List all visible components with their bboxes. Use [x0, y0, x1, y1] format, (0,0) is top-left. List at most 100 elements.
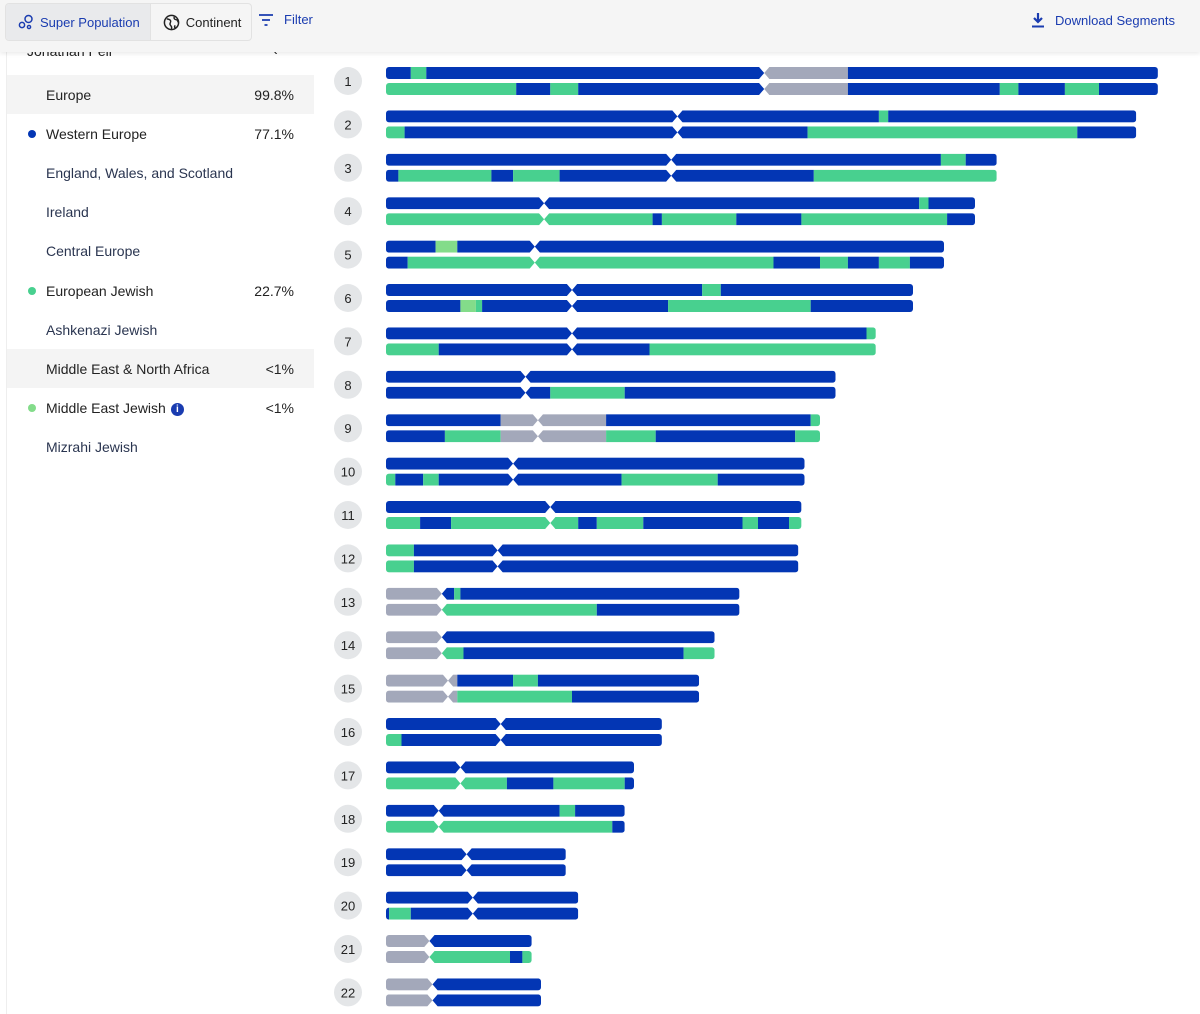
strand-1	[386, 240, 944, 253]
chromosome-17[interactable]: 17	[334, 760, 634, 791]
chromosome-14[interactable]: 14	[334, 630, 715, 661]
centromere-notch	[423, 941, 436, 948]
centromere-notch	[426, 1000, 439, 1008]
chromosome-6[interactable]: 6	[334, 283, 913, 313]
strand-2	[386, 386, 836, 399]
ancestry-row[interactable]: Ireland	[7, 193, 314, 232]
segment-western-europe	[438, 473, 622, 486]
centromere-notch	[566, 326, 578, 334]
chromosome-2[interactable]: 2	[334, 109, 1137, 140]
chromosome-8[interactable]: 8	[334, 369, 836, 400]
centromere-notch	[538, 212, 551, 220]
chromosome-number: 11	[341, 508, 355, 523]
segment-western-europe	[441, 631, 715, 644]
centromere-notch	[528, 262, 541, 270]
segment-western-europe	[386, 430, 445, 443]
chromosome-number: 14	[341, 638, 355, 653]
segment-unassigned	[386, 935, 430, 947]
segment-european-jewish	[668, 300, 811, 312]
segment-european-jewish	[1064, 83, 1099, 95]
ancestry-row[interactable]: Ashkenazi Jewish	[7, 310, 314, 349]
centromere-notch	[671, 109, 684, 117]
centromere-notch	[531, 413, 544, 421]
chromosome-7[interactable]: 7	[334, 326, 876, 357]
segment-western-europe	[736, 213, 802, 226]
strand-1	[386, 804, 625, 817]
segment-unassigned	[386, 674, 458, 687]
chromosome-21[interactable]: 21	[334, 934, 532, 964]
chromosome-18[interactable]: 18	[334, 803, 625, 834]
filter-button[interactable]: Filter	[258, 12, 313, 27]
centromere-notch	[454, 767, 467, 775]
segment-western-europe	[1099, 83, 1158, 95]
centromere-notch	[507, 463, 520, 471]
centromere-notch	[466, 906, 479, 914]
ancestry-row[interactable]: Central Europe	[7, 232, 314, 271]
strand-2	[386, 907, 579, 920]
segment-european-jewish	[386, 83, 517, 95]
segment-european-jewish	[810, 414, 820, 427]
segment-western-europe	[404, 126, 808, 139]
centromere-notch	[435, 602, 448, 610]
ancestry-row[interactable]: Western Europe 77.1%	[7, 114, 314, 153]
ancestry-row[interactable]: Middle East Jewish i <1%	[7, 389, 314, 428]
segment-european-jewish	[621, 473, 718, 486]
strand-2	[386, 300, 913, 312]
segment-european-jewish	[457, 690, 572, 703]
ancestry-label-text: Central Europe	[46, 243, 141, 260]
segment-western-europe	[965, 153, 997, 166]
centromere-notch	[528, 239, 541, 247]
info-icon[interactable]: i	[170, 403, 184, 417]
segment-western-europe	[457, 674, 514, 687]
chromosome-1[interactable]: 1	[334, 66, 1158, 96]
ancestry-row[interactable]: Europe 99.8%	[7, 75, 314, 114]
chromosome-3[interactable]: 3	[334, 152, 997, 183]
chromosome-19[interactable]: 19	[334, 847, 566, 878]
segment-western-europe	[491, 169, 514, 182]
segment-unassigned	[386, 631, 442, 644]
ancestry-row[interactable]: Mizrahi Jewish	[7, 428, 314, 467]
segment-western-europe	[386, 761, 634, 774]
chromosome-5[interactable]: 5	[334, 239, 944, 270]
centromere-notch	[758, 73, 771, 80]
ancestry-percent: 22.7%	[254, 282, 294, 299]
segment-european-jewish	[451, 517, 579, 529]
strand-1	[386, 327, 876, 340]
chromosome-number-badge	[334, 197, 362, 226]
segment-european-jewish	[683, 647, 715, 660]
ancestry-row[interactable]: Middle East & North Africa <1%	[7, 349, 314, 389]
chromosome-16[interactable]: 16	[334, 717, 662, 747]
chromosome-9[interactable]: 9	[334, 413, 820, 444]
ancestry-row[interactable]: England, Wales, and Scotland	[7, 153, 314, 192]
chromosome-10[interactable]: 10	[334, 456, 805, 487]
centromere-notch	[566, 299, 578, 306]
chromosome-4[interactable]: 4	[334, 196, 975, 227]
chromosome-number-badge	[334, 848, 362, 877]
chromosome-11[interactable]: 11	[334, 500, 802, 530]
segment-european-jewish	[807, 126, 1078, 139]
centromere-notch	[426, 984, 439, 992]
ancestry-row[interactable]: European Jewish 22.7%	[7, 271, 314, 310]
chromosome-20[interactable]: 20	[334, 890, 579, 921]
strand-2	[386, 256, 944, 269]
strand-1	[386, 935, 532, 947]
chromosome-22[interactable]: 22	[334, 977, 541, 1008]
download-segments-button[interactable]: Download Segments	[1031, 12, 1175, 28]
super-population-button[interactable]: Super Population	[6, 4, 151, 40]
chromosome-number: 4	[344, 204, 351, 219]
centromere-notch	[432, 826, 445, 834]
continent-button[interactable]: Continent	[151, 4, 252, 40]
segment-european-jewish	[795, 430, 820, 443]
chromosome-12[interactable]: 12	[334, 543, 799, 574]
segment-western-europe	[386, 864, 566, 877]
chromosome-number: 13	[341, 595, 355, 610]
strand-1	[386, 718, 662, 730]
centromere-notch	[544, 500, 557, 507]
strand-1	[386, 501, 802, 513]
ancestry-label: European Jewish	[46, 283, 153, 299]
chromosome-13[interactable]: 13	[334, 586, 740, 617]
chromosome-15[interactable]: 15	[334, 673, 700, 704]
ancestry-percent: <1%	[265, 360, 294, 377]
centromere-notch	[460, 854, 473, 862]
centromere-notch	[494, 733, 507, 740]
